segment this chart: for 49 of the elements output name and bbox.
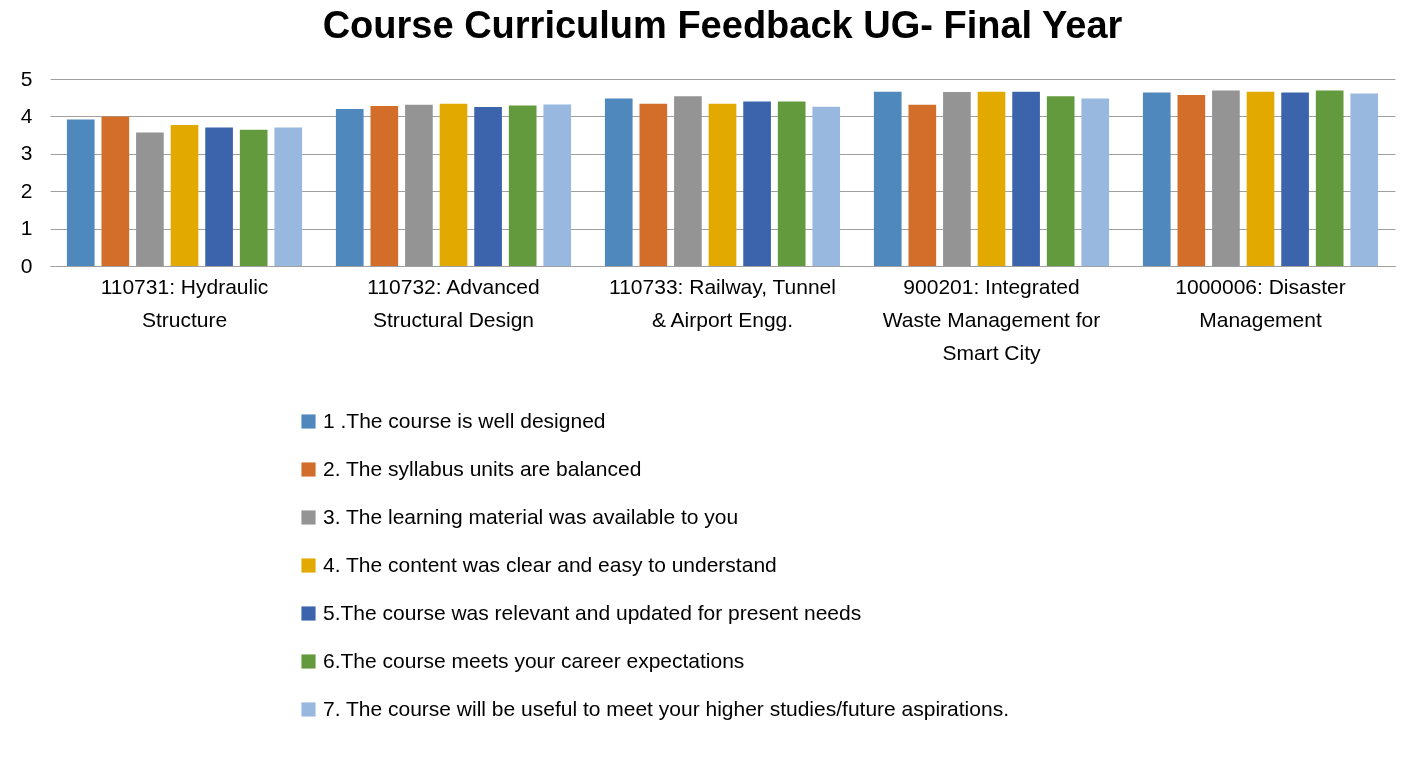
x-tick-label: 900201: Integrated Waste Management for Smart City bbox=[882, 274, 1101, 364]
y-tick-label: 1 bbox=[20, 216, 33, 240]
bar bbox=[708, 103, 737, 266]
x-tick-label: 110733: Railway, Tunnel & Airport Engg. bbox=[609, 274, 836, 331]
legend-label: 3. The learning material was available to you bbox=[323, 504, 739, 528]
x-tick-label: 110732: Advanced Structural Design bbox=[367, 274, 540, 331]
y-tick-label: 3 bbox=[20, 141, 33, 165]
chart-title: Course Curriculum Feedback UG- Final Year bbox=[322, 4, 1123, 46]
legend-label: 4. The content was clear and easy to understand bbox=[323, 552, 777, 576]
bar bbox=[508, 105, 537, 266]
bar bbox=[274, 127, 303, 266]
legend-label: 2. The syllabus units are balanced bbox=[323, 456, 642, 480]
x-tick-label: 1000006: Disaster Management bbox=[1175, 274, 1346, 331]
bar bbox=[205, 127, 233, 266]
y-tick-label: 2 bbox=[20, 178, 33, 202]
bar bbox=[101, 116, 130, 266]
bar bbox=[170, 125, 199, 266]
bar bbox=[1315, 90, 1344, 266]
bar bbox=[977, 91, 1006, 266]
bar bbox=[543, 104, 572, 266]
bar bbox=[239, 129, 268, 266]
bar bbox=[604, 98, 633, 266]
bar bbox=[1142, 92, 1171, 266]
bar bbox=[1281, 92, 1309, 266]
legend-label: 7. The course will be useful to meet your higher studies/future aspirations. bbox=[323, 696, 1009, 720]
bar bbox=[335, 108, 364, 266]
legend-label: 1 .The course is well designed bbox=[323, 408, 606, 432]
x-tick-label: 110731: Hydraulic Structure bbox=[100, 274, 269, 331]
bar bbox=[1046, 96, 1075, 266]
y-tick-label: 0 bbox=[20, 253, 33, 277]
bar bbox=[1012, 91, 1040, 266]
legend-label: 5.The course was relevant and updated for present needs bbox=[323, 600, 862, 624]
bar bbox=[1081, 98, 1110, 266]
bar bbox=[66, 119, 95, 266]
bar bbox=[370, 105, 399, 266]
y-tick-label: 4 bbox=[20, 103, 33, 127]
bar bbox=[743, 101, 771, 266]
bar bbox=[1246, 91, 1275, 266]
bar bbox=[812, 106, 841, 266]
y-tick-label: 5 bbox=[20, 66, 33, 90]
bar bbox=[908, 104, 937, 266]
bar bbox=[1350, 93, 1379, 266]
legend-label: 6.The course meets your career expectations bbox=[323, 648, 745, 672]
bar bbox=[1177, 95, 1206, 266]
bar bbox=[639, 103, 668, 266]
bar bbox=[474, 107, 502, 266]
bar bbox=[777, 101, 806, 266]
bar bbox=[439, 103, 468, 266]
bar bbox=[873, 91, 902, 266]
